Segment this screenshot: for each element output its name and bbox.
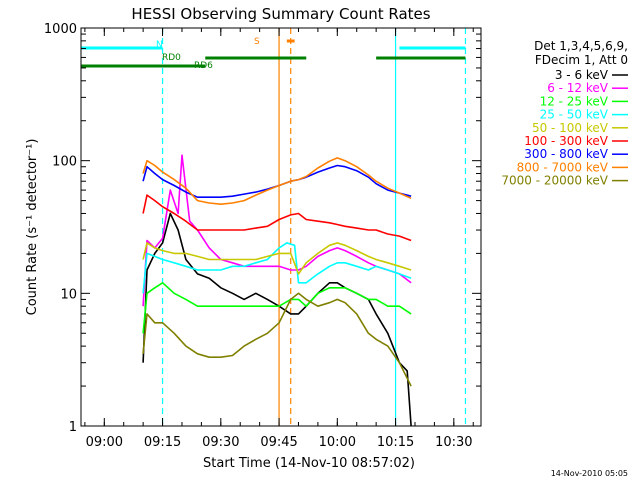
chart-title: HESSI Observing Summary Count Rates (131, 5, 430, 23)
x-tick-label-5: 10:15 (377, 435, 414, 450)
legend-entry-1: 6 - 12 keV (547, 81, 609, 95)
y-tick-label-0: 1 (69, 420, 77, 435)
y-tick-label-3: 1000 (44, 22, 77, 37)
y-axis-label: Count Rate (s⁻¹ detector⁻¹) (25, 139, 40, 316)
series-line-3 (142, 242, 412, 294)
y-tick-label-2: 100 (52, 155, 77, 170)
series-line-5 (142, 194, 412, 242)
legend: Det 1,3,4,5,6,9, FDecim 1, Att 0 3 - 6 k… (501, 39, 628, 188)
legend-entry-0: 3 - 6 keV (555, 68, 609, 82)
legend-entry-2: 12 - 25 keV (540, 94, 609, 108)
x-axis-label: Start Time (14-Nov-10 08:57:02) (203, 456, 415, 471)
legend-entry-5: 100 - 300 keV (524, 134, 608, 148)
x-axis: 09:00 09:15 09:30 09:45 10:00 10:15 10:30 (84, 28, 474, 450)
plot-frame (80, 27, 482, 427)
bar-label-RD6: RD6 (194, 61, 213, 71)
legend-entry-8: 7000 - 20000 keV (501, 174, 608, 188)
legend-entry-4: 50 - 100 keV (532, 121, 609, 135)
x-tick-label-1: 09:15 (144, 435, 181, 450)
bar-label-N: N (156, 40, 163, 50)
bar-label-S: S (254, 37, 260, 47)
vertical-markers (161, 28, 467, 426)
y-tick-label-1: 10 (60, 287, 77, 302)
series-line-4 (142, 242, 412, 275)
x-tick-label-6: 10:30 (435, 435, 472, 450)
legend-entry-3: 25 - 50 keV (540, 108, 609, 122)
legend-entry-7: 800 - 7000 keV (517, 160, 609, 174)
legend-header-line-1: Det 1,3,4,5,6,9, (534, 39, 628, 53)
x-tick-label-4: 10:00 (319, 435, 356, 450)
x-tick-label-2: 09:30 (202, 435, 239, 450)
series-line-8 (142, 292, 412, 387)
y-axis: 1 10 100 1000 (44, 22, 481, 435)
attenuator-bars: N S RD0 RD6 (81, 37, 466, 71)
legend-header-line-2: FDecim 1, Att 0 (535, 53, 628, 67)
series-lines (142, 154, 412, 426)
x-tick-label-3: 09:45 (260, 435, 297, 450)
series-line-7 (142, 157, 412, 205)
series-line-2 (142, 281, 412, 334)
generated-timestamp: 14-Nov-2010 05:05 (551, 469, 628, 478)
series-line-1 (142, 154, 412, 307)
bar-label-RD0: RD0 (162, 53, 181, 63)
legend-entry-6: 300 - 800 keV (524, 147, 608, 161)
x-tick-label-0: 09:00 (86, 435, 123, 450)
